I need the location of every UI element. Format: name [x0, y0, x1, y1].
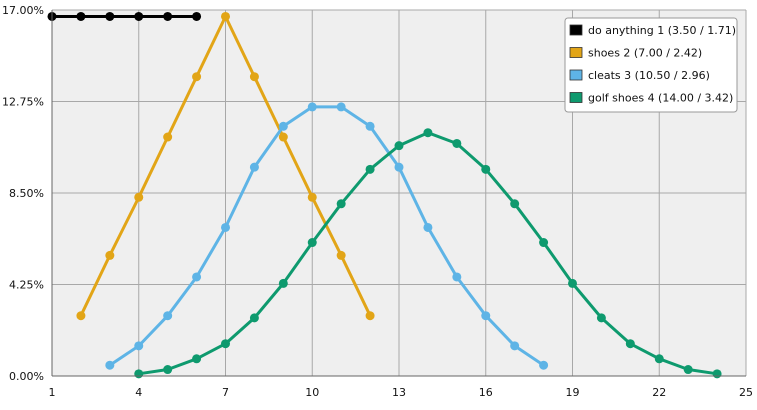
legend: do anything 1 (3.50 / 1.71) shoes 2 (7.00…	[564, 17, 738, 113]
data-point	[423, 128, 433, 138]
x-tick-label: 16	[479, 386, 493, 399]
data-point	[192, 272, 202, 282]
data-point	[163, 311, 173, 321]
data-point	[625, 339, 635, 349]
data-point	[307, 102, 317, 112]
data-point	[278, 278, 288, 288]
legend-label: shoes 2 (7.00 / 2.42)	[588, 47, 702, 60]
series-3	[105, 102, 549, 370]
data-point	[134, 369, 144, 379]
data-point	[105, 11, 115, 21]
series-layer	[47, 11, 722, 379]
data-point	[365, 121, 375, 131]
data-point	[163, 132, 173, 142]
data-point	[683, 365, 693, 375]
data-point	[163, 365, 173, 375]
data-point	[452, 138, 462, 148]
data-point	[192, 72, 202, 82]
data-point	[510, 199, 520, 209]
data-point	[336, 199, 346, 209]
data-point	[307, 192, 317, 202]
data-point	[278, 132, 288, 142]
data-point	[307, 238, 317, 248]
x-tick-label: 25	[739, 386, 753, 399]
data-point	[712, 369, 722, 379]
data-point	[76, 311, 86, 321]
axes: 1 4 7 10 13 16 19 22 25 0.00% 4.25% 8.50% 12.75% 17.0…	[2, 4, 753, 399]
legend-box	[564, 17, 738, 113]
data-point	[510, 341, 520, 351]
legend-swatch	[569, 69, 583, 81]
data-point	[539, 238, 549, 248]
y-tick-label: 12.75%	[2, 96, 44, 109]
data-point	[163, 11, 173, 21]
data-point	[481, 164, 491, 174]
legend-label: golf shoes 4 (14.00 / 3.42)	[588, 92, 733, 105]
data-point	[134, 11, 144, 21]
data-point	[568, 278, 577, 288]
data-point	[596, 313, 606, 323]
data-point	[365, 164, 375, 174]
y-tick-label: 0.00%	[9, 370, 44, 383]
data-point	[192, 354, 202, 364]
data-point	[365, 311, 375, 321]
data-point	[394, 162, 404, 172]
data-point	[105, 360, 115, 370]
data-point	[192, 11, 202, 21]
data-point	[76, 11, 86, 21]
data-point	[134, 341, 144, 351]
y-tick-label: 8.50%	[9, 187, 44, 200]
data-point	[134, 192, 144, 202]
data-point	[481, 311, 491, 321]
data-point	[654, 354, 664, 364]
series-2	[76, 11, 375, 321]
x-tick-label: 4	[135, 386, 142, 399]
x-tick-label: 1	[49, 386, 56, 399]
data-point	[221, 11, 230, 21]
x-tick-label: 7	[222, 386, 229, 399]
data-point	[394, 141, 404, 151]
legend-swatch	[569, 92, 583, 103]
series-4	[134, 128, 722, 379]
data-point	[249, 72, 259, 82]
x-tick-label: 22	[652, 386, 666, 399]
data-point	[423, 222, 433, 232]
legend-swatch	[569, 24, 583, 36]
data-point	[539, 360, 549, 370]
legend-label: cleats 3 (10.50 / 2.96)	[588, 69, 710, 82]
legend-swatch	[569, 47, 583, 58]
data-point	[249, 162, 259, 172]
y-tick-label: 17.00%	[2, 4, 44, 17]
data-point	[336, 102, 346, 112]
data-point	[221, 339, 230, 349]
data-point	[452, 272, 462, 282]
data-point	[278, 121, 288, 131]
data-point	[105, 250, 115, 260]
data-point	[221, 222, 230, 232]
x-tick-label: 19	[566, 386, 580, 399]
data-point	[336, 250, 346, 260]
x-tick-label: 10	[305, 386, 319, 399]
series-line	[108, 105, 545, 367]
x-tick-label: 13	[392, 386, 406, 399]
y-tick-label: 4.25%	[9, 279, 44, 292]
data-point	[249, 313, 259, 323]
legend-label: do anything 1 (3.50 / 1.71)	[588, 24, 736, 37]
